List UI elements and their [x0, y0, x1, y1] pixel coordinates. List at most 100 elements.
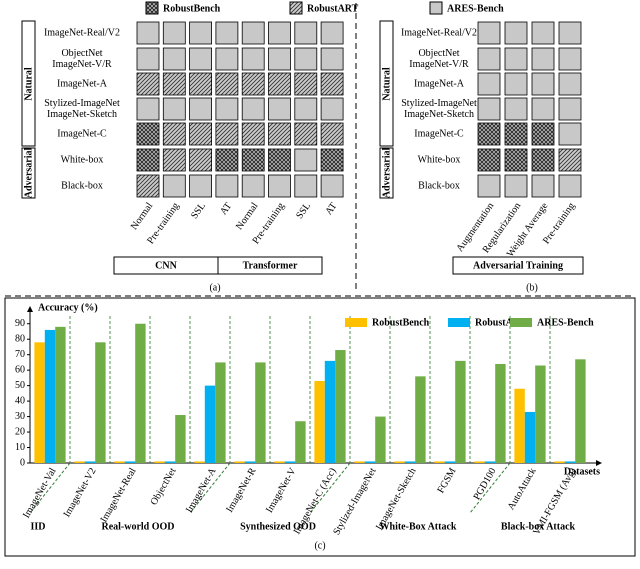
cell	[320, 174, 344, 198]
bar	[444, 461, 456, 463]
row-label: ImageNet-C	[57, 128, 107, 139]
cell	[294, 97, 318, 121]
legend-label: RobustART	[307, 3, 359, 14]
bar	[274, 461, 285, 463]
cell	[215, 97, 239, 121]
group-box	[452, 256, 584, 275]
cell	[189, 97, 213, 121]
y-tick-label: 40	[15, 395, 25, 406]
cell	[189, 72, 213, 96]
row-label: ObjectNet	[61, 48, 102, 59]
cell	[215, 148, 239, 172]
cell	[477, 174, 501, 198]
bar	[434, 461, 445, 463]
bar	[375, 416, 386, 463]
bar	[295, 421, 306, 463]
group-label: Synthesized OOD	[240, 521, 316, 532]
legend-label: ARES-Bench	[447, 3, 504, 14]
cell	[162, 122, 186, 146]
bar	[455, 360, 466, 463]
group-box	[217, 256, 323, 275]
column-label: AT	[218, 201, 234, 217]
cell	[189, 174, 213, 198]
cell	[320, 122, 344, 146]
cell	[294, 72, 318, 96]
bar	[514, 388, 525, 463]
cell	[215, 174, 239, 198]
bar	[204, 385, 216, 463]
row-label: ObjectNet	[418, 48, 459, 59]
bar	[154, 461, 165, 463]
bar	[234, 461, 245, 463]
bar	[394, 461, 405, 463]
bar	[535, 365, 546, 463]
y-arrow	[27, 306, 33, 312]
cell	[294, 148, 318, 172]
cell	[294, 122, 318, 146]
cell	[162, 47, 186, 71]
cell	[531, 72, 555, 96]
cell	[241, 174, 265, 198]
y-tick-label: 90	[15, 318, 25, 329]
cell	[477, 148, 501, 172]
cell	[558, 148, 582, 172]
column-label: SSL	[294, 201, 313, 221]
bar	[474, 461, 485, 463]
x-tick-label: ImageNet-Real	[99, 466, 139, 525]
group-divider	[29, 462, 71, 514]
x-tick-label: ImageNet-Val	[21, 466, 59, 520]
y-tick-label: 30	[15, 411, 25, 422]
row-label: Stylized-ImageNet	[44, 98, 120, 109]
legend-swatch	[145, 1, 159, 15]
cell	[294, 21, 318, 45]
x-tick-label: Stylized-ImageNet	[331, 466, 378, 537]
side-box	[379, 20, 394, 147]
bar	[554, 461, 565, 463]
cell	[241, 148, 265, 172]
cell	[294, 174, 318, 198]
cell	[215, 47, 239, 71]
row-label: White-box	[418, 154, 461, 165]
cell	[136, 21, 160, 45]
caption: (b)	[526, 282, 538, 293]
y-tick-label: 70	[15, 349, 25, 360]
cell	[504, 47, 528, 71]
cell	[241, 122, 265, 146]
group-label: CNN	[155, 260, 177, 271]
legend-swatch	[510, 318, 532, 327]
bar	[84, 461, 96, 463]
bar	[74, 461, 85, 463]
row-label: ImageNet-Real/V2	[401, 27, 477, 38]
bar	[495, 363, 506, 463]
cell	[558, 72, 582, 96]
cell	[268, 174, 291, 198]
caption: (c)	[314, 540, 325, 551]
legend-swatch	[429, 1, 443, 15]
cell	[268, 148, 291, 172]
row-label: ImageNet-C	[414, 128, 464, 139]
cell	[215, 122, 239, 146]
side-label: Adversarial	[381, 148, 392, 199]
cell	[241, 47, 265, 71]
row-label: ImageNet-Sketch	[404, 109, 474, 120]
cell	[531, 21, 555, 45]
x-tick-label: ImageNet-V2	[62, 466, 99, 519]
cell	[189, 122, 213, 146]
cell	[477, 97, 501, 121]
bar	[114, 461, 125, 463]
bar	[415, 376, 426, 463]
cell	[268, 21, 291, 45]
bar	[564, 461, 576, 463]
bar	[215, 362, 226, 463]
group-label: Adversarial Training	[473, 260, 563, 271]
bar	[314, 380, 325, 463]
side-label: Natural	[23, 67, 34, 101]
cell	[162, 148, 186, 172]
cell	[136, 47, 160, 71]
cell	[320, 148, 344, 172]
cell	[136, 174, 160, 198]
legend-label: ARES-Bench	[537, 317, 594, 328]
y-tick-label: 50	[15, 380, 25, 391]
bar	[404, 461, 416, 463]
cell	[162, 21, 186, 45]
